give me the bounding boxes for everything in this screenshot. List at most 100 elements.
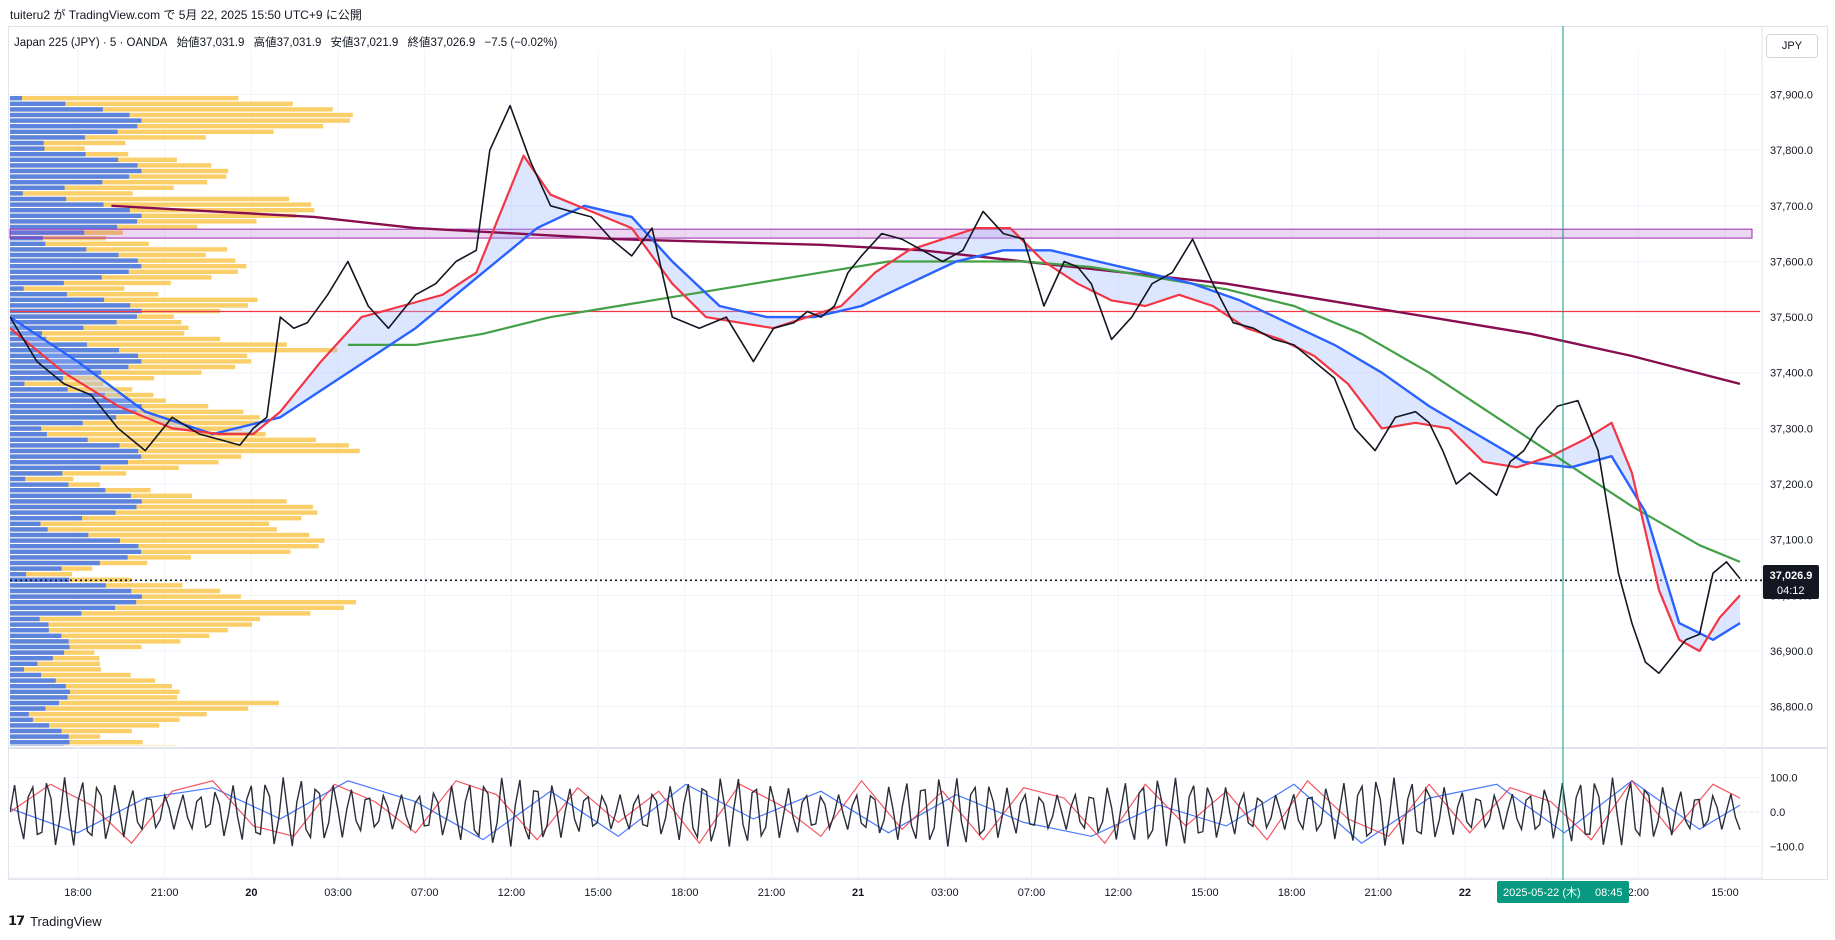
time-tick-label: 21:00 xyxy=(1364,887,1392,899)
ohlc-open: 始値37,031.9 xyxy=(176,37,245,49)
volume-profile-bar xyxy=(10,180,103,185)
volume-profile xyxy=(10,96,360,746)
ohlc-low: 安値37,021.9 xyxy=(330,37,399,49)
volume-profile-bar xyxy=(10,734,69,739)
volume-profile-bar xyxy=(10,213,142,218)
volume-profile-bar xyxy=(10,208,315,213)
osc-tick-label: −100.0 xyxy=(1770,842,1804,854)
volume-profile-bar xyxy=(10,644,142,650)
time-tick-label: 15:00 xyxy=(1711,887,1739,899)
crosshair-time-label: 2025-05-22 (木) 08:45 xyxy=(1497,881,1629,903)
volume-profile-bar xyxy=(10,723,50,728)
time-tick-label: 03:00 xyxy=(931,887,959,899)
volume-profile-bar xyxy=(10,689,180,694)
volume-profile-bar xyxy=(10,96,22,101)
volume-profile-bar xyxy=(10,370,202,375)
volume-profile-bar xyxy=(10,353,139,358)
volume-profile-bar xyxy=(10,101,66,106)
volume-profile-bar xyxy=(10,381,104,386)
volume-profile-bar xyxy=(10,275,102,280)
volume-profile-bar xyxy=(10,448,139,454)
volume-profile-bar xyxy=(10,297,258,302)
volume-profile-bar xyxy=(10,740,70,745)
volume-profile-bar xyxy=(10,745,64,746)
volume-profile-bar xyxy=(10,532,310,538)
volume-profile-bar xyxy=(10,605,344,610)
volume-profile-bar xyxy=(10,112,130,118)
volume-profile-bar xyxy=(10,202,104,207)
volume-profile-bar xyxy=(10,678,156,683)
volume-profile-bar xyxy=(10,594,142,599)
crosshair-time: 08:45 xyxy=(1595,887,1623,899)
osc-tick-label: 0.0 xyxy=(1770,807,1785,819)
time-tick-label: 21:00 xyxy=(758,887,786,899)
volume-profile-bar xyxy=(10,174,130,179)
volume-profile-bar xyxy=(10,538,325,543)
volume-profile-bar xyxy=(10,510,116,515)
tradingview-logo[interactable]: 𝟭𝟳 TradingView xyxy=(8,913,102,929)
ema-cloud xyxy=(10,155,1740,651)
volume-profile-bar xyxy=(10,493,131,498)
symbol-legend[interactable]: Japan 225 (JPY) · 5 · OANDA 始値37,031.9 高… xyxy=(14,34,563,50)
time-axis: 18:00 21:00 20 03:00 07:00 12:00 15:00 18:00 21:… xyxy=(64,887,1739,899)
volume-profile-bar xyxy=(10,432,266,437)
volume-profile-bar xyxy=(10,437,317,442)
volume-profile-bar xyxy=(10,241,46,246)
time-tick-label: 12:00 xyxy=(1104,887,1132,899)
volume-profile-bar xyxy=(10,415,260,420)
price-tick-label: 37,700.0 xyxy=(1770,201,1813,213)
volume-profile-bar xyxy=(10,521,41,526)
volume-profile-bar xyxy=(10,482,69,487)
volume-profile-bar xyxy=(10,644,70,650)
volume-profile-bar xyxy=(10,667,102,672)
volume-profile-bar xyxy=(10,135,206,140)
series-line-ema-slow xyxy=(10,204,1741,641)
volume-profile-bar xyxy=(10,717,33,722)
volume-profile-bar xyxy=(10,420,259,426)
volume-profile-bar xyxy=(10,443,120,448)
volume-profile-bar xyxy=(10,196,67,202)
volume-profile-bar xyxy=(10,521,270,526)
volume-profile-bar xyxy=(10,527,277,532)
volume-profile-bar xyxy=(10,258,138,263)
volume-profile-bar xyxy=(10,633,62,638)
time-tick-label: 2:00 xyxy=(1628,887,1649,899)
price-tick-label: 37,800.0 xyxy=(1770,145,1813,157)
published-line: tuiteru2 が TradingView.com で 5月 22, 2025… xyxy=(10,8,362,22)
volume-profile-bar xyxy=(10,224,118,230)
volume-profile-bar xyxy=(10,140,44,146)
time-tick-label: 18:00 xyxy=(671,887,699,899)
volume-profile-bar xyxy=(10,712,29,717)
price-tick-label: 37,600.0 xyxy=(1770,256,1813,268)
volume-profile-bar xyxy=(10,600,137,605)
volume-profile-bar xyxy=(10,460,128,465)
price-tick-label: 37,400.0 xyxy=(1770,368,1813,380)
volume-profile-bar xyxy=(10,728,132,734)
time-tick-label: 03:00 xyxy=(324,887,352,899)
volume-profile-bar xyxy=(10,745,177,746)
volume-profile-bar xyxy=(10,168,142,174)
volume-profile-bar xyxy=(10,656,100,661)
currency-button[interactable]: JPY xyxy=(1766,34,1818,58)
volume-profile-bar xyxy=(10,107,333,112)
volume-profile-bar xyxy=(10,112,353,118)
time-tick-label: 15:00 xyxy=(1191,887,1219,899)
volume-profile-bar xyxy=(10,700,279,706)
time-tick-label: 07:00 xyxy=(1018,887,1046,899)
symbol-name[interactable]: Japan 225 (JPY) · 5 · OANDA xyxy=(14,37,168,49)
volume-profile-bar xyxy=(10,409,137,414)
volume-profile-bar xyxy=(10,516,302,521)
brand-name: TradingView xyxy=(30,913,102,929)
volume-profile-bar xyxy=(10,616,261,622)
volume-profile-bar xyxy=(10,667,24,672)
volume-profile-bar xyxy=(10,622,253,627)
series-line-osc-red xyxy=(10,779,1741,845)
volume-profile-bar xyxy=(10,672,131,678)
crosshair-date: 2025-05-22 (木) xyxy=(1503,886,1581,899)
volume-profile-bar xyxy=(10,420,83,426)
osc-tick-label: 100.0 xyxy=(1770,772,1798,784)
volume-profile-bar xyxy=(10,700,60,706)
volume-profile-bar xyxy=(10,639,181,644)
volume-profile-bar xyxy=(10,342,287,347)
